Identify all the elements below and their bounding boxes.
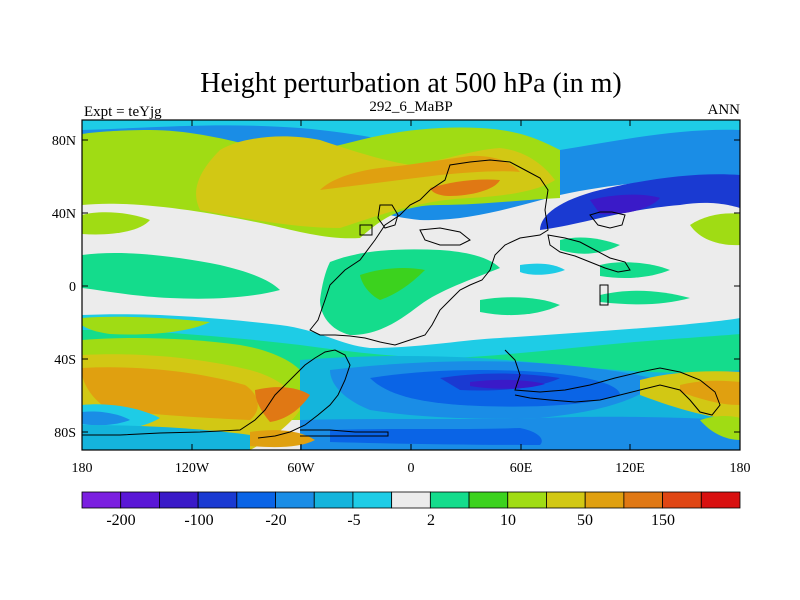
colorbar-label: 2 <box>427 512 435 529</box>
colorbar-box <box>623 491 663 509</box>
y-tick-label: 0 <box>69 280 76 295</box>
colorbar-box <box>546 491 586 509</box>
x-tick-label: 0 <box>408 461 415 476</box>
experiment-label: Expt = teYjg <box>84 104 162 120</box>
period-label: 292_6_MaBP <box>369 99 452 115</box>
colorbar-box <box>236 491 276 509</box>
colorbar-box <box>468 491 509 509</box>
colorbar-box <box>507 491 547 509</box>
colorbar-box <box>429 491 470 509</box>
colorbar-label: -100 <box>184 512 213 529</box>
colorbar-box <box>313 491 354 509</box>
colorbar-label: 150 <box>651 512 675 529</box>
colorbar-label: -5 <box>347 512 360 529</box>
y-tick-label: 40N <box>52 207 76 222</box>
x-tick-label: 120E <box>615 461 645 476</box>
y-tick-label: 80S <box>54 426 76 441</box>
x-tick-label: 60E <box>510 461 533 476</box>
colorbar-label: 10 <box>500 512 516 529</box>
colorbar-box <box>197 491 238 509</box>
colorbar-box <box>275 491 315 509</box>
map-plot-area <box>82 120 740 450</box>
y-axis-ticks <box>82 139 740 433</box>
colorbar-label: -200 <box>106 512 135 529</box>
x-axis-ticks <box>81 120 741 450</box>
colorbar-box <box>662 491 702 509</box>
colorbar-box <box>120 491 160 509</box>
x-tick-label: 60W <box>287 461 315 476</box>
colorbar-box <box>584 491 625 509</box>
season-label: ANN <box>708 102 741 118</box>
colorbar-box <box>352 491 393 509</box>
x-tick-label: 180 <box>72 461 93 476</box>
colorbar-label: 50 <box>577 512 593 529</box>
x-tick-label: 120W <box>175 461 210 476</box>
x-tick-label: 180 <box>730 461 751 476</box>
colorbar-label: -20 <box>265 512 286 529</box>
y-tick-label: 80N <box>52 134 76 149</box>
colorbar-box <box>391 491 431 509</box>
colorbar-box <box>700 491 741 509</box>
chart-title: Height perturbation at 500 hPa (in m) <box>200 68 621 99</box>
colorbar <box>81 491 741 509</box>
colorbar-box <box>81 491 122 509</box>
colorbar-box <box>159 491 199 509</box>
y-tick-label: 40S <box>54 353 76 368</box>
